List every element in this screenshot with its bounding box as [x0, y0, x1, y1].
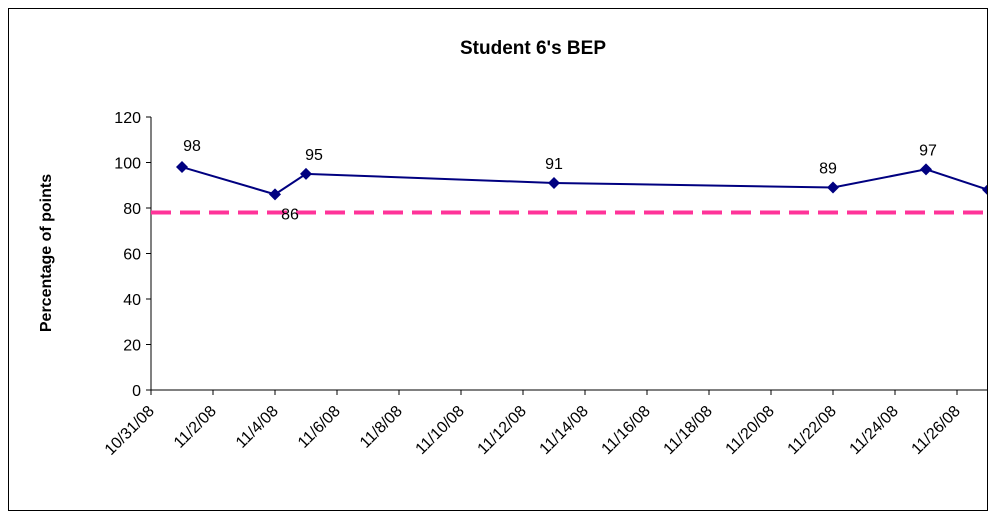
y-tick-label: 100 — [114, 156, 141, 173]
x-tick-label: 10/31/08 — [102, 403, 158, 459]
x-tick-label: 11/24/08 — [847, 403, 902, 458]
chart-title: Student 6's BEP — [460, 38, 606, 59]
x-tick-label: 11/16/08 — [599, 403, 654, 458]
data-label: 86 — [281, 206, 299, 223]
y-tick-label: 0 — [132, 383, 141, 400]
y-axis-label: Percentage of points — [38, 174, 55, 332]
data-label: 89 — [819, 161, 837, 178]
data-point-marker — [300, 167, 312, 180]
data-label: 95 — [305, 147, 323, 164]
x-tick-label: 11/18/08 — [661, 403, 716, 458]
data-label: 97 — [919, 142, 937, 159]
chart-svg: Student 6's BEP Percentage of points 0 20… — [38, 38, 988, 459]
x-tick-label: 11/8/08 — [357, 403, 406, 452]
x-tick-label: 11/12/08 — [475, 403, 530, 458]
y-tick-label: 80 — [123, 201, 141, 218]
x-tick-label: 11/22/08 — [785, 403, 840, 458]
x-tick-label: 11/2/08 — [171, 403, 220, 452]
data-point-marker — [176, 161, 188, 174]
data-point-marker — [827, 181, 839, 194]
data-label: 91 — [545, 156, 563, 173]
y-tick-label: 40 — [123, 292, 141, 309]
x-tick-label: 11/4/08 — [233, 403, 282, 452]
y-tick-label: 120 — [114, 110, 141, 127]
x-tick-label: 11/14/08 — [537, 403, 592, 458]
x-tick-label: 11/26/08 — [909, 403, 964, 458]
data-point-marker — [920, 163, 932, 176]
x-tick-label: 11/6/08 — [295, 403, 344, 452]
chart-frame: Student 6's BEP Percentage of points 0 20… — [8, 8, 988, 511]
data-point-marker — [548, 176, 560, 189]
data-point-marker — [269, 188, 281, 201]
plot-area: 0 20 40 60 80 100 120 10/31/08 11/2/08 11/4/08 11/… — [102, 110, 988, 459]
data-label: 88 — [987, 163, 988, 180]
data-point-marker — [982, 184, 987, 195]
x-tick-label: 11/20/08 — [723, 403, 778, 458]
x-tick-label: 11/10/08 — [413, 403, 468, 458]
y-tick-label: 60 — [123, 247, 141, 264]
y-tick-label: 20 — [123, 338, 141, 355]
data-label: 98 — [183, 138, 201, 155]
